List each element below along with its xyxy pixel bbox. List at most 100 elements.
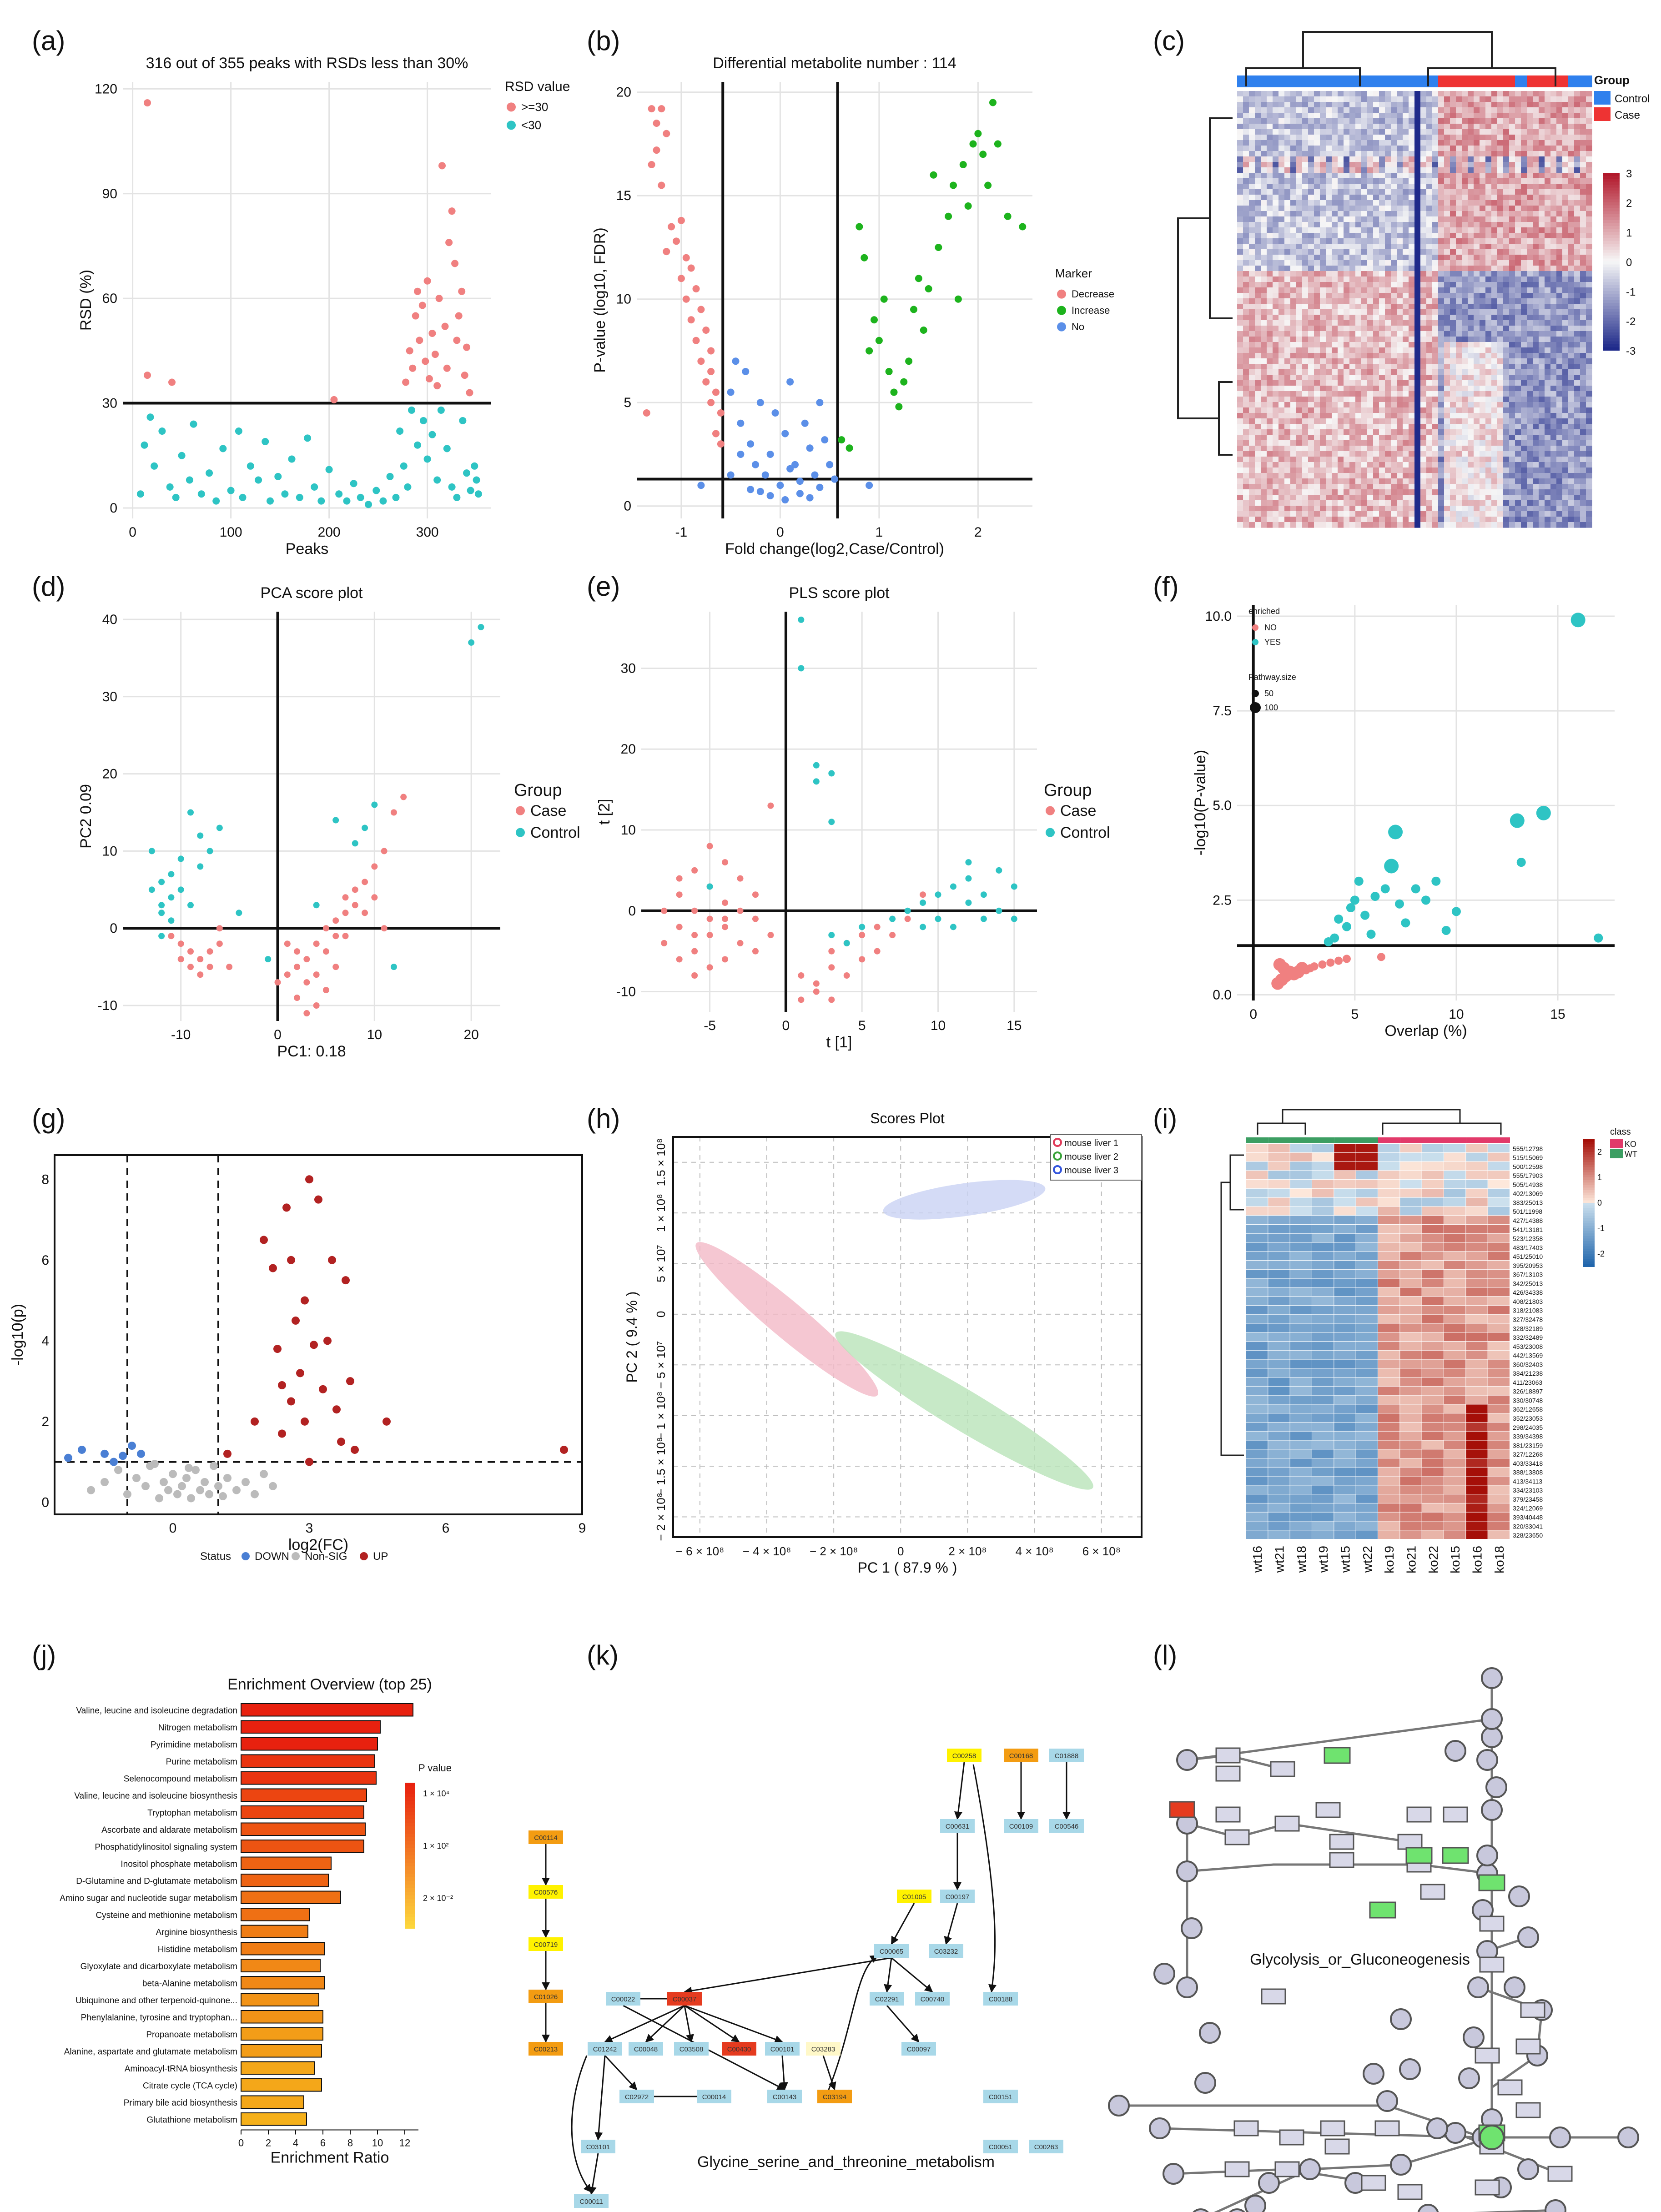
heatmap-cell [1302,506,1309,512]
heatmap-cell [1574,135,1580,141]
heatmap-cell [1308,266,1314,271]
heatmap-cell [1403,506,1409,512]
heatmap-cell [1521,178,1527,184]
data-point [172,493,180,501]
heatmap-cell [1338,107,1344,113]
heatmap-cell [1344,118,1350,124]
heatmap-cell [1556,216,1563,222]
heatmap-cell [1385,162,1391,168]
heatmap-cell [1296,375,1303,381]
heatmap-cell [1521,102,1527,108]
heatmap-cell [1308,435,1314,441]
heatmap-cell [1397,500,1403,506]
heatmap-cell [1367,429,1374,435]
heatmap-cell [1273,380,1279,386]
heatmap-cell [1497,293,1504,299]
heatmap-cell [1432,489,1439,495]
heatmap-cell [1284,260,1291,266]
heatmap-cell [1355,91,1362,97]
heatmap-cell [1403,211,1409,217]
heatmap-cell [1515,135,1521,141]
heatmap-cell [1550,457,1557,463]
heatmap-cell [1367,260,1374,266]
heatmap-cell [1349,309,1356,315]
heatmap-cell [1243,151,1249,157]
heatmap-cell [1491,140,1498,146]
heatmap-cell [1409,407,1415,413]
heatmap-cell [1580,413,1586,419]
heatmap-cell [1349,320,1356,326]
heatmap-cell [1320,211,1326,217]
heatmap-cell [1480,211,1486,217]
heatmap-cell [1456,440,1462,446]
heatmap-cell [1491,113,1498,119]
heatmap-cell [1338,255,1344,261]
data-point [979,151,987,158]
heatmap-cell [1550,364,1557,370]
heatmap-cell [1414,364,1421,370]
heatmap-cell [1278,91,1285,97]
heatmap-cell [1355,347,1362,353]
heatmap-cell [1320,216,1326,222]
heatmap-cell [1344,216,1350,222]
heatmap-cell [1521,402,1527,408]
heatmap-cell [1409,222,1415,228]
heatmap-cell [1361,380,1368,386]
heatmap-cell [1468,320,1474,326]
heatmap-cell [1409,386,1415,392]
heatmap-cell [1302,276,1309,282]
heatmap-cell [1314,271,1320,277]
heatmap-cell [1397,468,1403,473]
heatmap-cell [1243,364,1249,370]
heatmap-cell [1338,337,1344,342]
heatmap-cell [1550,347,1557,353]
heatmap-cell [1296,451,1303,457]
heatmap-cell [1284,96,1291,102]
heatmap-cell [1545,489,1551,495]
heatmap-cell [1308,118,1314,124]
heatmap-cell [1249,478,1255,484]
heatmap-cell [1450,435,1456,441]
heatmap-cell [1456,195,1462,201]
heatmap-cell [1273,124,1279,130]
y-tick-label: 20 [616,85,631,100]
heatmap-cell [1562,156,1569,162]
heatmap-cell [1586,298,1592,304]
heatmap-cell [1497,451,1504,457]
heatmap-cell [1349,489,1356,495]
heatmap-cell [1444,211,1450,217]
heatmap-cell [1391,353,1397,359]
heatmap-cell [1255,304,1261,310]
heatmap-cell [1249,500,1255,506]
heatmap-cell [1550,227,1557,233]
heatmap-cell [1586,375,1592,381]
heatmap-cell [1509,418,1515,424]
heatmap-cell [1485,102,1492,108]
heatmap-cell [1509,495,1515,501]
heatmap-cell [1485,386,1492,392]
heatmap-cell [1521,468,1527,473]
heatmap-cell [1568,337,1575,342]
heatmap-cell [1468,386,1474,392]
heatmap-cell [1497,429,1504,435]
heatmap-cell [1450,211,1456,217]
heatmap-cell [1338,189,1344,195]
heatmap-cell [1420,146,1427,151]
heatmap-cell [1308,315,1314,321]
heatmap-cell [1574,489,1580,495]
heatmap-cell [1397,255,1403,261]
heatmap-cell [1426,342,1433,348]
heatmap-cell [1491,347,1498,353]
heatmap-cell [1338,386,1344,392]
heatmap-cell [1302,244,1309,250]
heatmap-cell [1503,167,1510,173]
heatmap-cell [1308,342,1314,348]
heatmap-cell [1580,189,1586,195]
heatmap-cell [1533,407,1539,413]
heatmap-cell [1243,380,1249,386]
heatmap-cell [1237,500,1243,506]
heatmap-cell [1550,118,1557,124]
heatmap-cell [1432,347,1439,353]
heatmap-cell [1249,178,1255,184]
heatmap-cell [1249,222,1255,228]
